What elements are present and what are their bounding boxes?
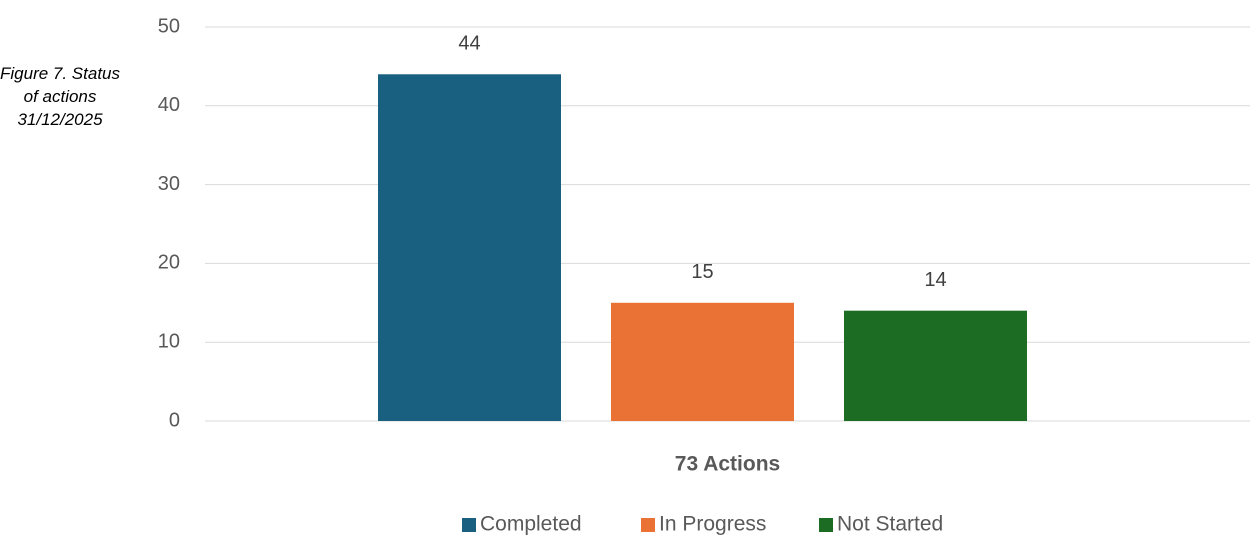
legend-swatch: [462, 518, 476, 532]
y-tick-label: 20: [158, 252, 180, 274]
chart-title: Figure 7. Status of actions 31/12/2025: [0, 64, 121, 129]
legend-swatch: [641, 518, 655, 532]
y-tick-label: 30: [158, 173, 180, 195]
legend-label: Completed: [480, 513, 582, 536]
legend-swatch: [819, 518, 833, 532]
x-tick-label: 73 Actions: [675, 453, 780, 476]
data-label: 15: [691, 261, 713, 283]
data-label: 14: [924, 269, 946, 291]
legend-label: Not Started: [837, 513, 943, 536]
data-label: 44: [458, 33, 480, 55]
bar: [378, 74, 561, 421]
bar: [844, 310, 1027, 421]
y-tick-label: 0: [169, 409, 180, 431]
y-tick-label: 10: [158, 330, 180, 352]
bar: [611, 302, 794, 421]
y-tick-label: 50: [158, 15, 180, 37]
y-tick-label: 40: [158, 94, 180, 116]
legend-label: In Progress: [659, 513, 766, 536]
